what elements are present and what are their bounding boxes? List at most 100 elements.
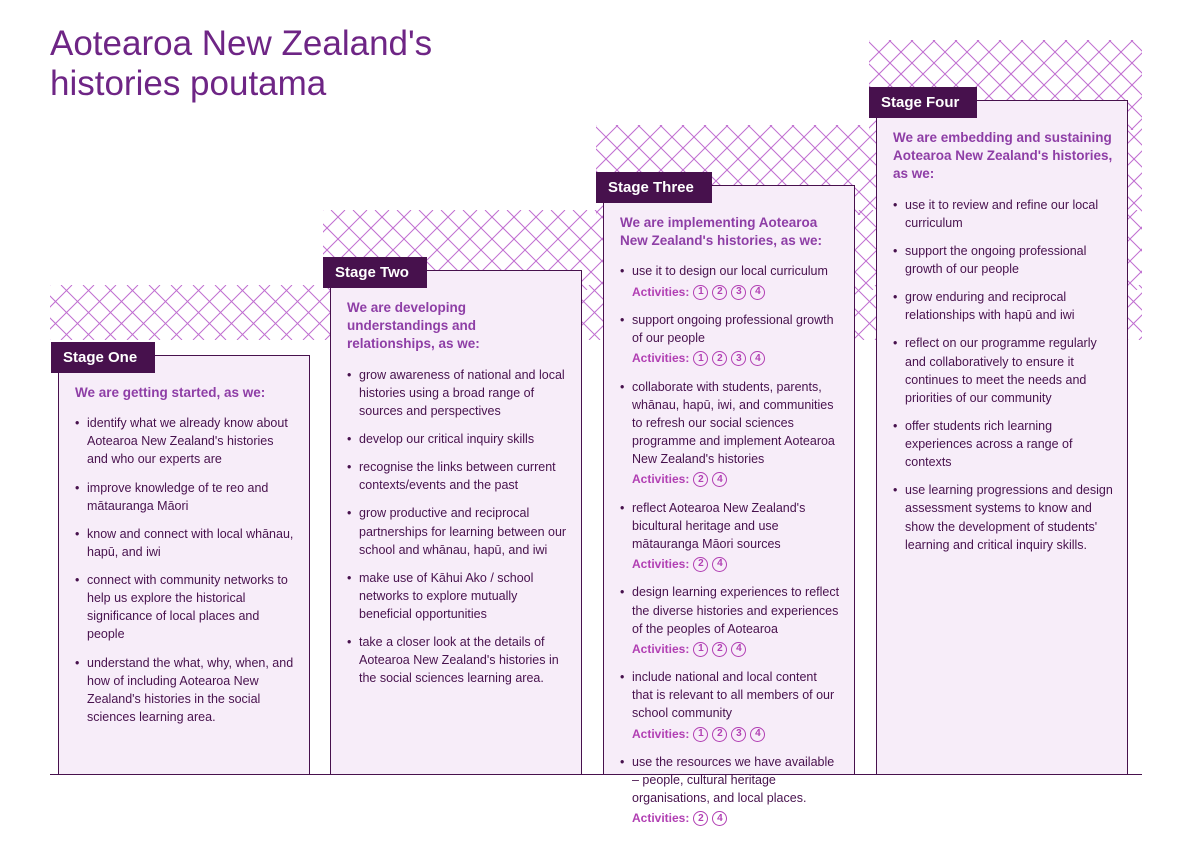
stage-item: offer students rich learning experiences… xyxy=(893,417,1113,471)
stage-label: Stage Four xyxy=(869,87,977,118)
activity-number: 1 xyxy=(693,727,708,742)
activities-label: Activities: xyxy=(632,726,689,743)
activities-label: Activities: xyxy=(632,350,689,367)
stage-item: use the resources we have available – pe… xyxy=(620,753,840,828)
page-title: Aotearoa New Zealand'shistories poutama xyxy=(50,24,432,105)
activity-number: 1 xyxy=(693,642,708,657)
activity-number: 2 xyxy=(712,351,727,366)
stage-item: support the ongoing professional growth … xyxy=(893,242,1113,278)
stage-panel: Stage TwoWe are developing understanding… xyxy=(330,270,582,775)
stage-item-text: offer students rich learning experiences… xyxy=(905,417,1113,471)
stage-intro: We are embedding and sustaining Aotearoa… xyxy=(893,129,1113,184)
stage-item: take a closer look at the details of Aot… xyxy=(347,633,567,687)
activities-row: Activities: 1234 xyxy=(632,726,840,743)
activities-row: Activities: 124 xyxy=(632,641,840,658)
stage-content: We are developing understandings and rel… xyxy=(331,271,581,712)
stage-item-text: identify what we already know about Aote… xyxy=(87,414,295,468)
stage-item-text: reflect on our programme regularly and c… xyxy=(905,334,1113,407)
stage-item: grow awareness of national and local his… xyxy=(347,366,567,420)
stage-item-text: grow awareness of national and local his… xyxy=(359,366,567,420)
stage-item-text: use the resources we have available – pe… xyxy=(632,753,840,807)
activities-row: Activities: 24 xyxy=(632,810,840,827)
activities-label: Activities: xyxy=(632,641,689,658)
stage-label: Stage Two xyxy=(323,257,427,288)
stage-item-text: use it to review and refine our local cu… xyxy=(905,196,1113,232)
stage-item-text: grow enduring and reciprocal relationshi… xyxy=(905,288,1113,324)
stage-item: develop our critical inquiry skills xyxy=(347,430,567,448)
activity-number: 4 xyxy=(750,351,765,366)
stage-item-list: identify what we already know about Aote… xyxy=(75,414,295,726)
activity-number: 3 xyxy=(731,285,746,300)
activity-number: 3 xyxy=(731,351,746,366)
activity-number: 2 xyxy=(693,557,708,572)
stage-item: identify what we already know about Aote… xyxy=(75,414,295,468)
stage-panel: Stage FourWe are embedding and sustainin… xyxy=(876,100,1128,775)
stage-item-text: improve knowledge of te reo and mātauran… xyxy=(87,479,295,515)
stage-item: reflect Aotearoa New Zealand's bicultura… xyxy=(620,499,840,574)
stage-item-text: develop our critical inquiry skills xyxy=(359,430,567,448)
activity-number: 1 xyxy=(693,351,708,366)
activity-number: 1 xyxy=(693,285,708,300)
stage-item-list: use it to design our local curriculum Act… xyxy=(620,262,840,827)
stage-item: collaborate with students, parents, whān… xyxy=(620,378,840,489)
activity-number: 4 xyxy=(750,727,765,742)
activity-number: 4 xyxy=(750,285,765,300)
stage-content: We are getting started, as we: identify w… xyxy=(59,356,309,750)
activities-row: Activities: 1234 xyxy=(632,284,840,301)
activity-number: 2 xyxy=(693,811,708,826)
stage-intro: We are implementing Aotearoa New Zealand… xyxy=(620,214,840,250)
stage-content: We are implementing Aotearoa New Zealand… xyxy=(604,186,854,852)
stage-item-list: use it to review and refine our local cu… xyxy=(893,196,1113,554)
activity-number: 4 xyxy=(712,472,727,487)
stage-item: reflect on our programme regularly and c… xyxy=(893,334,1113,407)
activities-row: Activities: 1234 xyxy=(632,350,840,367)
stage-item-text: support ongoing professional growth of o… xyxy=(632,311,840,347)
activities-row: Activities:24 xyxy=(632,556,840,573)
stage-item: use it to review and refine our local cu… xyxy=(893,196,1113,232)
stage-intro: We are getting started, as we: xyxy=(75,384,295,402)
activities-row: Activities:24 xyxy=(632,471,840,488)
stage-panel: Stage ThreeWe are implementing Aotearoa … xyxy=(603,185,855,775)
activities-label: Activities: xyxy=(632,810,689,827)
stage-label: Stage Three xyxy=(596,172,712,203)
stage-panel: Stage OneWe are getting started, as we:i… xyxy=(58,355,310,775)
stage-item-text: understand the what, why, when, and how … xyxy=(87,654,295,727)
stage-item-text: design learning experiences to reflect t… xyxy=(632,583,840,637)
activities-label: Activities: xyxy=(632,471,689,488)
stage-item: design learning experiences to reflect t… xyxy=(620,583,840,658)
stage-content: We are embedding and sustaining Aotearoa… xyxy=(877,101,1127,578)
stage-item: use learning progressions and design ass… xyxy=(893,481,1113,554)
stage-item: recognise the links between current cont… xyxy=(347,458,567,494)
stage-item-text: make use of Kāhui Ako / school networks … xyxy=(359,569,567,623)
stage-item: improve knowledge of te reo and mātauran… xyxy=(75,479,295,515)
stage-item-text: use it to design our local curriculum xyxy=(632,262,840,280)
stage-item: use it to design our local curriculum Act… xyxy=(620,262,840,301)
stage-item-text: grow productive and reciprocal partnersh… xyxy=(359,504,567,558)
stage-item: grow productive and reciprocal partnersh… xyxy=(347,504,567,558)
stage-intro: We are developing understandings and rel… xyxy=(347,299,567,354)
stage-item: connect with community networks to help … xyxy=(75,571,295,644)
activity-number: 2 xyxy=(712,642,727,657)
stage-item: support ongoing professional growth of o… xyxy=(620,311,840,368)
activity-number: 4 xyxy=(731,642,746,657)
activity-number: 2 xyxy=(712,727,727,742)
stage-item: understand the what, why, when, and how … xyxy=(75,654,295,727)
activities-label: Activities: xyxy=(632,556,689,573)
stage-item: include national and local content that … xyxy=(620,668,840,743)
stage-item: know and connect with local whānau, hapū… xyxy=(75,525,295,561)
stage-item: make use of Kāhui Ako / school networks … xyxy=(347,569,567,623)
stage-item-text: recognise the links between current cont… xyxy=(359,458,567,494)
stage-item-text: support the ongoing professional growth … xyxy=(905,242,1113,278)
stage-item: grow enduring and reciprocal relationshi… xyxy=(893,288,1113,324)
stage-item-text: know and connect with local whānau, hapū… xyxy=(87,525,295,561)
stage-item-text: take a closer look at the details of Aot… xyxy=(359,633,567,687)
stage-item-text: reflect Aotearoa New Zealand's bicultura… xyxy=(632,499,840,553)
stage-item-list: grow awareness of national and local his… xyxy=(347,366,567,688)
activity-number: 4 xyxy=(712,811,727,826)
stage-item-text: collaborate with students, parents, whān… xyxy=(632,378,840,469)
stage-item-text: connect with community networks to help … xyxy=(87,571,295,644)
activity-number: 2 xyxy=(712,285,727,300)
stage-label: Stage One xyxy=(51,342,155,373)
activity-number: 3 xyxy=(731,727,746,742)
activities-label: Activities: xyxy=(632,284,689,301)
